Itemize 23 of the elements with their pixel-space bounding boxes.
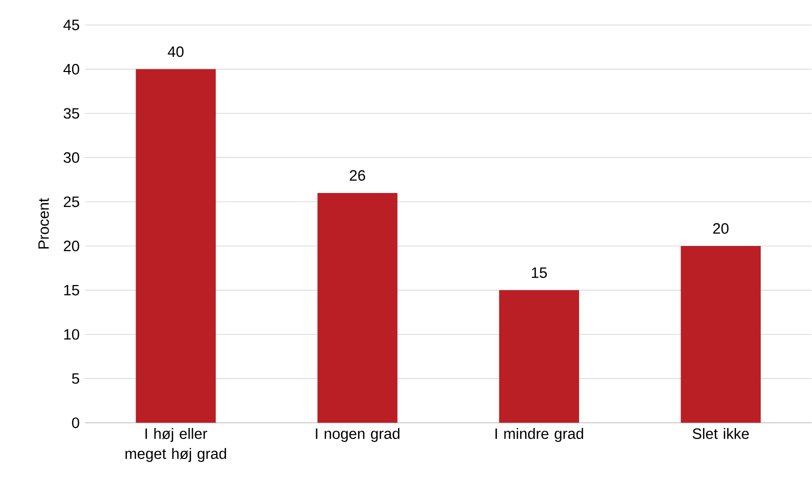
data-label: 15 [532, 268, 547, 278]
y-tick-label: 35 [64, 108, 80, 119]
x-tick-label: Slet ikke [692, 428, 749, 440]
bar [317, 193, 398, 423]
x-tick-label: I høj eller meget høj grad [126, 428, 226, 462]
bar [499, 290, 580, 423]
y-tick-label: 0 [72, 418, 80, 428]
y-tick-label: 25 [64, 196, 80, 208]
data-label: 20 [713, 223, 729, 234]
y-tick-label: 5 [72, 373, 80, 384]
y-axis-title: Procent [38, 198, 49, 249]
data-label: 40 [168, 46, 184, 58]
y-tick-label: 15 [64, 285, 80, 296]
y-tick-label: 20 [64, 240, 80, 252]
x-tick-label: I mindre grad [496, 428, 584, 442]
data-label: 26 [350, 170, 366, 181]
x-tick-label: I nogen grad [316, 428, 400, 442]
y-tick-label: 40 [63, 64, 80, 75]
y-tick-label: 10 [64, 329, 80, 340]
bar [680, 246, 761, 423]
y-tick-label: 45 [63, 20, 80, 30]
bar [136, 69, 216, 423]
y-tick-label: 30 [64, 152, 80, 164]
